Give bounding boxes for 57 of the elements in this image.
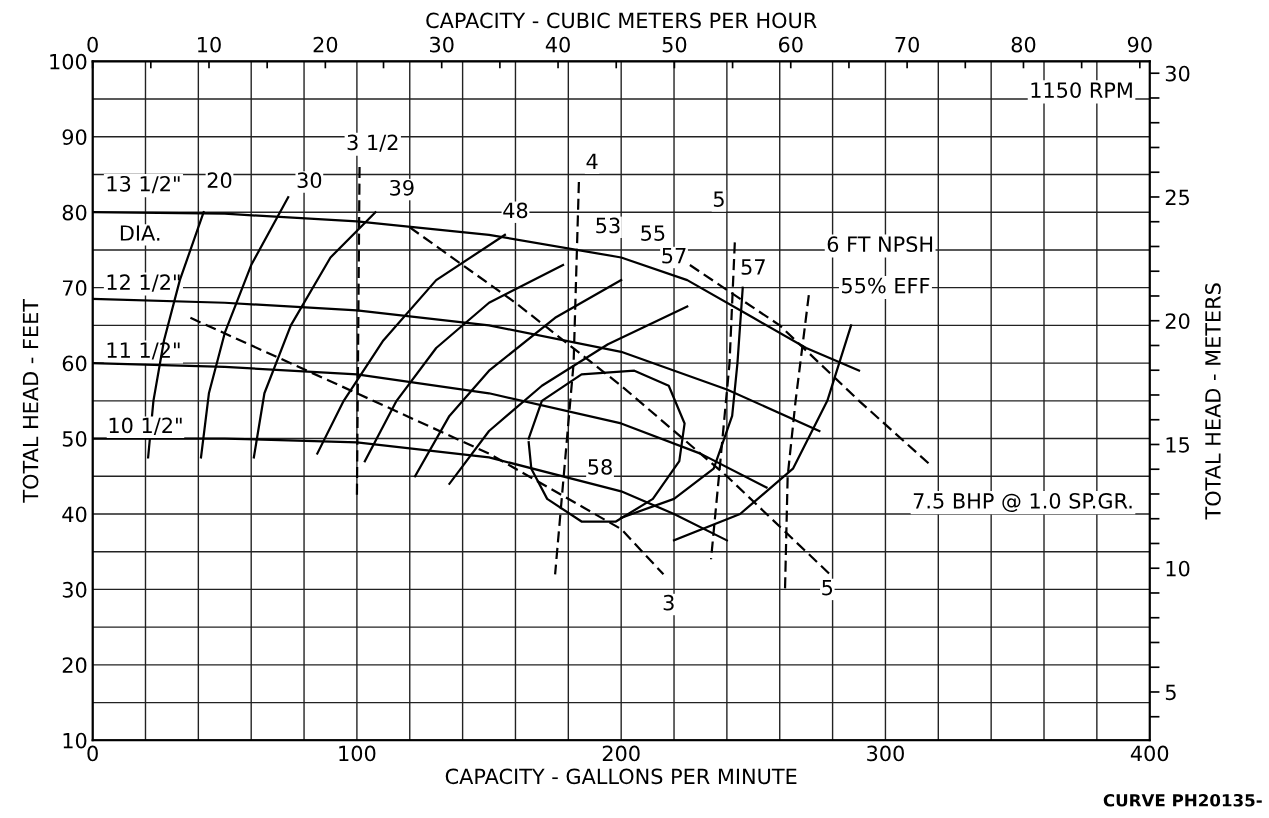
- annotation: 57: [741, 259, 765, 275]
- y2-tick-label: 15: [1166, 437, 1189, 453]
- annotation: 53: [596, 217, 620, 234]
- y-axis-title: TOTAL HEAD - FEET: [22, 298, 39, 503]
- y-tick-label: 30: [62, 581, 87, 598]
- annotation: 13 1/2": [107, 175, 180, 194]
- y2-axis-title: TOTAL HEAD - METERS: [1205, 283, 1221, 520]
- x-tick-label: 400: [1130, 745, 1169, 762]
- y-tick-label: 60: [62, 355, 87, 372]
- annotation: 5: [713, 191, 724, 207]
- x2-axis-title: CAPACITY - CUBIC METERS PER HOUR: [426, 12, 817, 29]
- annotation: 20: [207, 172, 232, 189]
- x-tick-label: 200: [602, 745, 640, 762]
- x2-tick-label: 80: [1011, 36, 1036, 53]
- annotation: 55: [641, 225, 665, 241]
- annotation: 30: [297, 172, 322, 189]
- x-tick-label: 0: [87, 745, 98, 762]
- x2-tick-label: 50: [662, 36, 687, 53]
- annotation: 4: [586, 153, 598, 169]
- annotation: 7.5 BHP @ 1.0 SP.GR.: [913, 492, 1132, 513]
- x2-tick-label: 90: [1127, 36, 1152, 53]
- x2-tick-label: 0: [87, 36, 98, 53]
- annotation: 10 1/2": [109, 417, 182, 435]
- annotation: 48: [503, 202, 528, 219]
- annotation: 3 1/2: [347, 134, 398, 152]
- y-tick-label: 80: [62, 204, 87, 221]
- y-tick-label: 100: [50, 53, 87, 70]
- x2-tick-label: 20: [313, 36, 338, 53]
- x2-tick-label: 40: [545, 36, 570, 53]
- x2-tick-label: 10: [198, 36, 221, 53]
- x2-tick-label: 60: [778, 36, 803, 53]
- x2-tick-label: 70: [895, 36, 919, 53]
- y-tick-label: 40: [62, 506, 87, 523]
- y-tick-label: 20: [62, 657, 87, 674]
- y2-tick-label: 10: [1166, 560, 1190, 577]
- x2-tick-label: 30: [430, 36, 454, 53]
- annotation: DIA.: [120, 225, 160, 241]
- y-tick-label: 50: [62, 430, 87, 447]
- annotation: 5: [822, 579, 833, 596]
- y-tick-label: 90: [62, 129, 87, 145]
- y-tick-label: 10: [63, 732, 87, 749]
- y2-tick-label: 5: [1165, 684, 1176, 701]
- y2-tick-label: 25: [1165, 189, 1189, 206]
- x-axis-title: CAPACITY - GALLONS PER MINUTE: [445, 768, 797, 785]
- y-tick-label: 70: [62, 280, 87, 296]
- y2-tick-label: 30: [1165, 65, 1190, 82]
- annotation: 1150 RPM: [1031, 82, 1132, 98]
- annotation: 3: [663, 594, 674, 611]
- y2-tick-label: 20: [1165, 313, 1190, 329]
- annotation: 55% EFF: [842, 277, 930, 294]
- x-tick-label: 300: [867, 745, 904, 762]
- annotation: 57: [662, 248, 686, 264]
- text: CURVE PH20135-: [1103, 793, 1262, 807]
- x-tick-label: 100: [339, 745, 376, 762]
- annotation: 39: [390, 179, 414, 196]
- annotation: 58: [588, 459, 612, 475]
- annotation: 6 FT NPSH: [827, 236, 933, 253]
